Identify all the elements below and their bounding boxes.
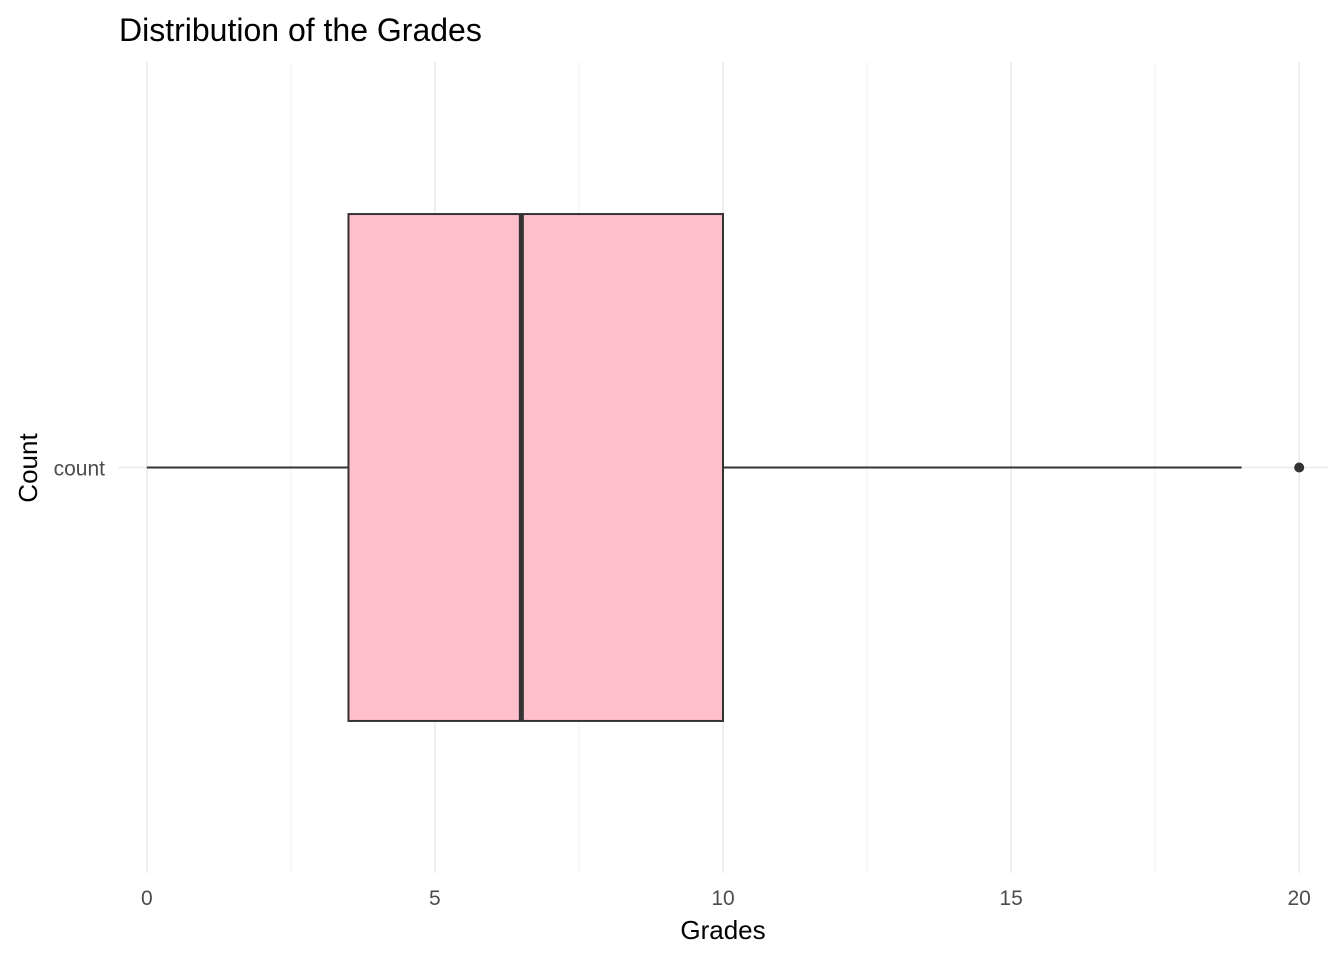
x-tick-label: 15: [999, 887, 1022, 910]
chart-title: Distribution of the Grades: [119, 12, 482, 48]
x-tick-label: 10: [711, 887, 734, 910]
y-tick-label: count: [54, 458, 106, 481]
iqr-box: [347, 213, 724, 722]
box-plot-marks: [146, 213, 1305, 722]
x-axis-title: Grades: [680, 915, 765, 945]
x-tick-label: 5: [429, 887, 441, 910]
y-axis-ticks: count: [54, 458, 106, 481]
outlier-point: [1294, 462, 1305, 473]
x-tick-label: 0: [141, 887, 153, 910]
x-axis-ticks: 0 5 10 15 20: [141, 887, 1311, 910]
x-tick-label: 20: [1288, 887, 1311, 910]
y-axis-title: Count: [13, 433, 43, 503]
